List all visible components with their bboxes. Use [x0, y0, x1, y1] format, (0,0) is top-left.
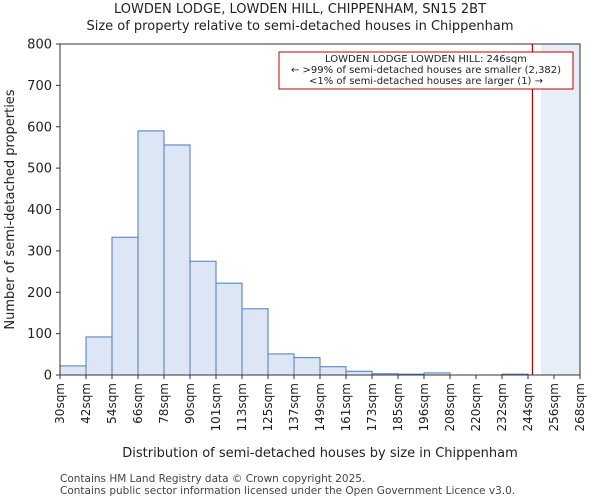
histogram-chart: 0 100 200 300 400 500 600 700 800 30sqm 42sqm 54sqm…: [3, 38, 587, 462]
bar: [85, 336, 113, 376]
x-tick-label: 42sqm: [79, 383, 93, 424]
x-tick-label: 185sqm: [391, 383, 405, 431]
bar: [293, 357, 321, 376]
annotation-line: <1% of semi-detached houses are larger (…: [309, 76, 543, 87]
y-tick-label: 500: [27, 162, 52, 177]
x-tick-label: 208sqm: [443, 383, 457, 431]
y-tick-label: 700: [27, 79, 52, 94]
bar: [137, 130, 165, 376]
x-tick-label: 220sqm: [469, 383, 483, 431]
y-tick-label: 100: [27, 327, 52, 342]
footer-copyright: Contains HM Land Registry data © Crown c…: [60, 473, 366, 485]
x-tick-label: 196sqm: [417, 383, 431, 431]
x-tick-label: 30sqm: [53, 383, 67, 424]
x-tick-label: 244sqm: [521, 383, 535, 431]
bar: [163, 144, 191, 376]
bar: [189, 260, 217, 376]
x-tick-label: 78sqm: [157, 383, 171, 424]
bar: [215, 282, 243, 376]
x-tick-label: 54sqm: [105, 383, 119, 424]
bar: [267, 353, 295, 376]
x-axis-label: Distribution of semi-detached houses by …: [122, 446, 518, 461]
x-tick-label: 113sqm: [235, 383, 249, 431]
y-tick-label: 200: [27, 286, 52, 301]
footer-licence: Contains public sector information licen…: [60, 485, 516, 497]
chart-title: LOWDEN LODGE, LOWDEN HILL, CHIPPENHAM, S…: [113, 2, 487, 17]
annotation-line: LOWDEN LODGE LOWDEN HILL: 246sqm: [325, 54, 527, 65]
x-tick-label: 137sqm: [287, 383, 301, 431]
bar: [241, 308, 269, 376]
bar: [59, 365, 87, 376]
x-tick-label: 232sqm: [495, 383, 509, 431]
x-tick-label: 256sqm: [547, 383, 561, 431]
shaded-region: [541, 44, 580, 375]
x-tick-label: 101sqm: [209, 383, 223, 431]
annotation-box: [278, 51, 574, 90]
x-tick-label: 268sqm: [573, 383, 587, 431]
x-tick-label: 149sqm: [313, 383, 327, 431]
y-axis-label: Number of semi-detached properties: [3, 89, 18, 329]
bar: [111, 236, 139, 376]
chart-subtitle: Size of property relative to semi-detach…: [86, 19, 514, 34]
bar: [319, 366, 347, 376]
x-tick-label: 173sqm: [365, 383, 379, 431]
bar: [345, 370, 373, 376]
y-tick-label: 600: [27, 120, 52, 135]
x-tick-label: 66sqm: [131, 383, 145, 424]
y-tick-label: 300: [27, 244, 52, 259]
y-tick-label: 800: [27, 38, 52, 53]
y-tick-label: 0: [44, 369, 52, 384]
y-tick-label: 400: [27, 203, 52, 218]
x-tick-label: 125sqm: [261, 383, 275, 431]
x-tick-label: 90sqm: [183, 383, 197, 424]
annotation-line: ← >99% of semi-detached houses are small…: [291, 65, 561, 76]
x-tick-label: 161sqm: [339, 383, 353, 431]
